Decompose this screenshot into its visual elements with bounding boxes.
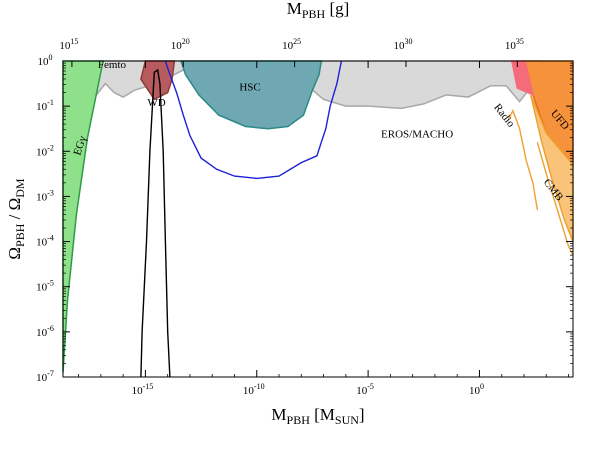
y-tick-label: 10-2 [36,143,54,158]
top-tick-label: 1025 [282,37,301,52]
region-femto [140,60,176,101]
label-wd: WD [147,97,165,109]
x-axis-title: MPBH [MSUN] [271,405,364,427]
constraint-regions [62,60,574,373]
curve-WD-peak [140,68,171,378]
label-femto: Femto [98,59,127,71]
top-tick-label: 1015 [59,37,78,52]
region-cmb [529,94,574,242]
top-tick-label: 1020 [171,37,190,52]
region-eg- [62,60,105,373]
x-tick-label: 10-15 [132,382,154,397]
constraint-curves [140,60,574,378]
y-tick-label: 10-3 [36,188,54,203]
plot-frame [62,60,574,378]
label-radio: Radio [491,102,517,130]
curve-radio-curve [507,108,539,211]
y-tick-label: 10-1 [36,98,54,113]
y-axis-title: ΩPBH / ΩDM [5,178,27,260]
axis-ticks [63,60,573,378]
x-tick-label: 10-10 [243,382,265,397]
y-tick-label: 100 [38,53,53,68]
y-tick-label: 10-6 [36,324,54,339]
label-hsc: HSC [239,81,260,93]
y-tick-label: 10-7 [36,369,54,384]
y-tick-label: 10-5 [36,279,54,294]
label-eros-macho: EROS/MACHO [381,129,453,141]
region-hsc [179,60,323,130]
top-tick-label: 1030 [393,37,412,52]
curve-blue-bound [164,60,343,180]
label-eg-: EGγ [71,135,88,157]
top-tick-label: 1035 [505,37,524,52]
x-tick-label: 100 [469,382,484,397]
x-tick-label: 10-5 [356,382,374,397]
y-tick-label: 10-4 [36,234,54,249]
curve-cmb-curve [536,142,574,256]
top-axis-title: MPBH [g] [287,0,350,21]
tick-labels: 10-15 10-10 10-5 100 1015 1020 1025 1030 1035 100… [36,37,524,397]
